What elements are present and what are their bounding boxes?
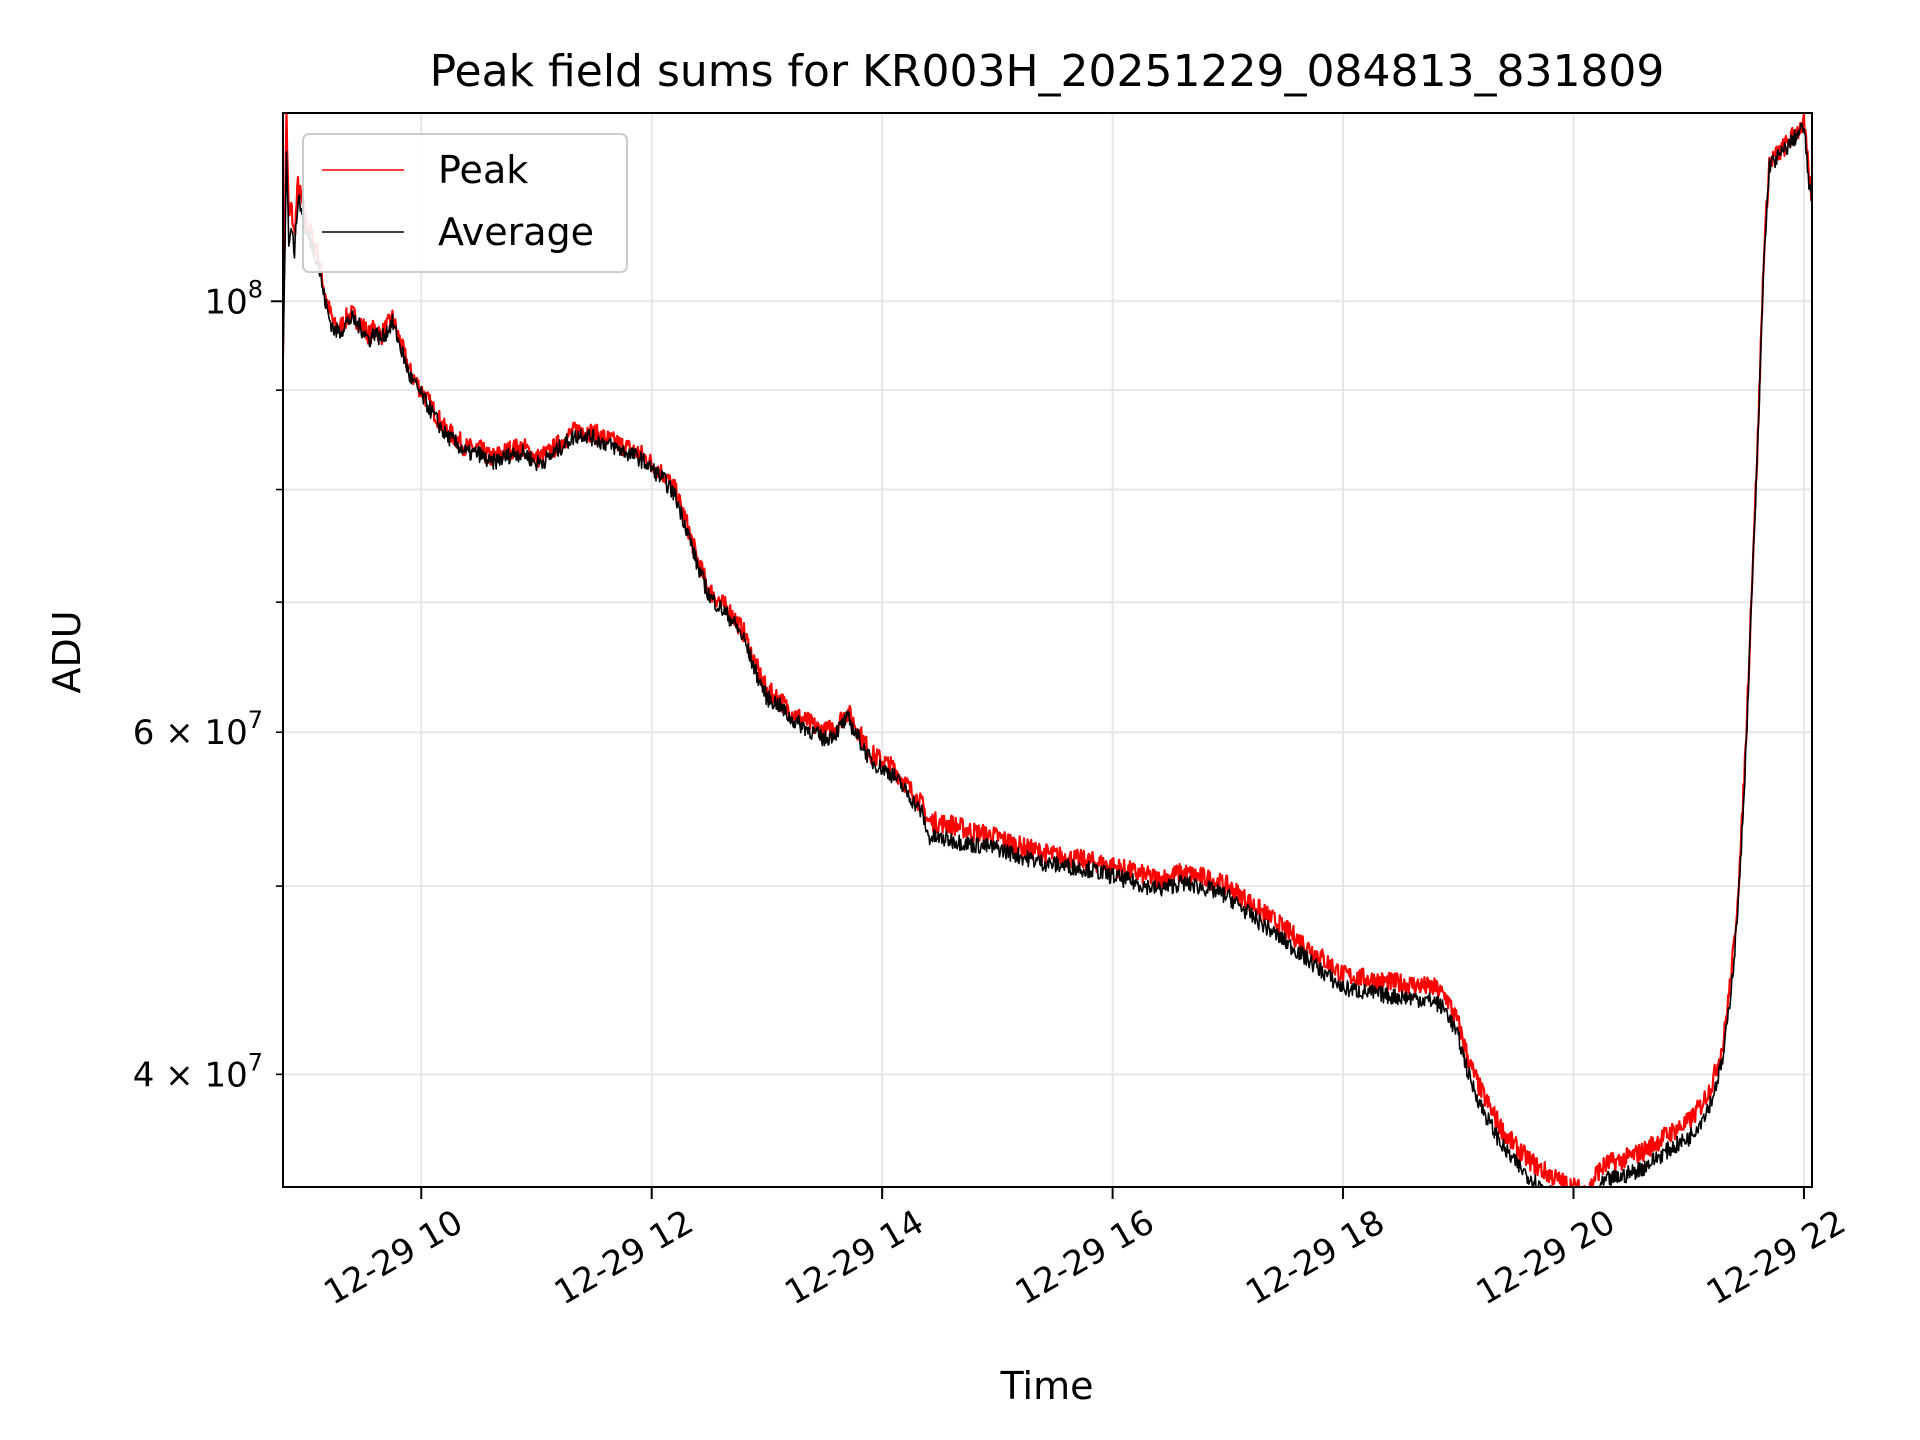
y-tick-label: 6 × 107 xyxy=(133,706,263,753)
series-line-average xyxy=(283,122,1812,1187)
chart-title: Peak field sums for KR003H_20251229_0848… xyxy=(430,46,1665,97)
plot-area xyxy=(283,113,1812,1187)
y-tick-label: 4 × 107 xyxy=(133,1048,263,1095)
y-tick-base: 10 xyxy=(204,282,247,322)
y-tick-base: 6 × 10 xyxy=(133,713,248,753)
y-axis-label: ADU xyxy=(45,610,89,693)
legend-label-peak: Peak xyxy=(438,148,528,192)
legend-box xyxy=(302,133,628,273)
y-tick-label: 108 xyxy=(204,275,263,322)
y-tick-base: 4 × 10 xyxy=(133,1055,248,1095)
legend-label-average: Average xyxy=(438,210,594,254)
legend: Peak Average xyxy=(302,133,628,273)
gridlines xyxy=(283,113,1812,1187)
y-tick-exponent: 7 xyxy=(248,1048,263,1076)
y-tick-exponent: 7 xyxy=(248,706,263,734)
y-tick-exponent: 8 xyxy=(248,275,263,303)
series-lines xyxy=(283,113,1812,1187)
plot-frame xyxy=(282,112,1813,1188)
series-line-peak xyxy=(283,113,1812,1187)
x-axis-label: Time xyxy=(1000,1364,1094,1408)
